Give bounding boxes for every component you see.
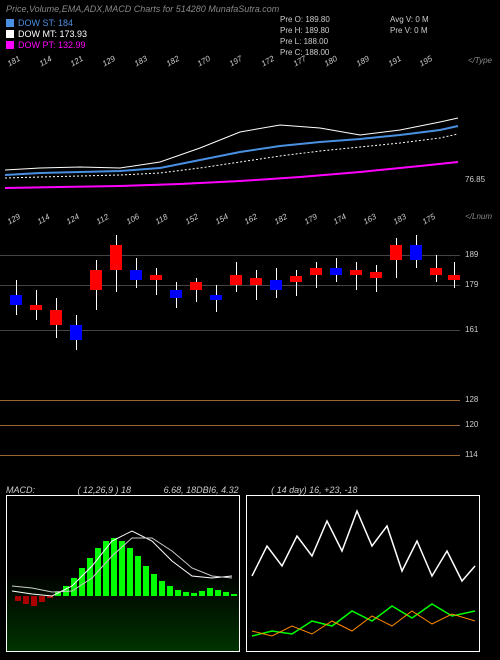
macd-title: MACD: ( 12,26,9 ) 18 6.68, 18DBI6, 4.32 … (6, 485, 357, 495)
info-volume: Avg V: 0 MPre V: 0 M (390, 14, 429, 36)
legend-block: DOW ST: 184DOW MT: 173.93DOW PT: 132.99 (6, 18, 87, 51)
support-zone (0, 380, 460, 480)
adx-panel (246, 495, 480, 652)
info-ohlc: Pre O: 189.80Pre H: 189.80Pre L: 188.00P… (280, 14, 330, 58)
legend-item: DOW PT: 132.99 (6, 40, 87, 50)
upper-y-label: 76.85 (465, 175, 485, 184)
macd-panel (6, 495, 240, 652)
lower-type-label: </Lnum (465, 212, 492, 221)
candlestick-chart (0, 220, 460, 360)
legend-item: DOW ST: 184 (6, 18, 87, 28)
chart-title: Price,Volume,EMA,ADX,MACD Charts for 514… (6, 4, 279, 14)
upper-line-chart (0, 60, 460, 190)
legend-item: DOW MT: 173.93 (6, 29, 87, 39)
upper-type-label: </Type (468, 56, 492, 65)
